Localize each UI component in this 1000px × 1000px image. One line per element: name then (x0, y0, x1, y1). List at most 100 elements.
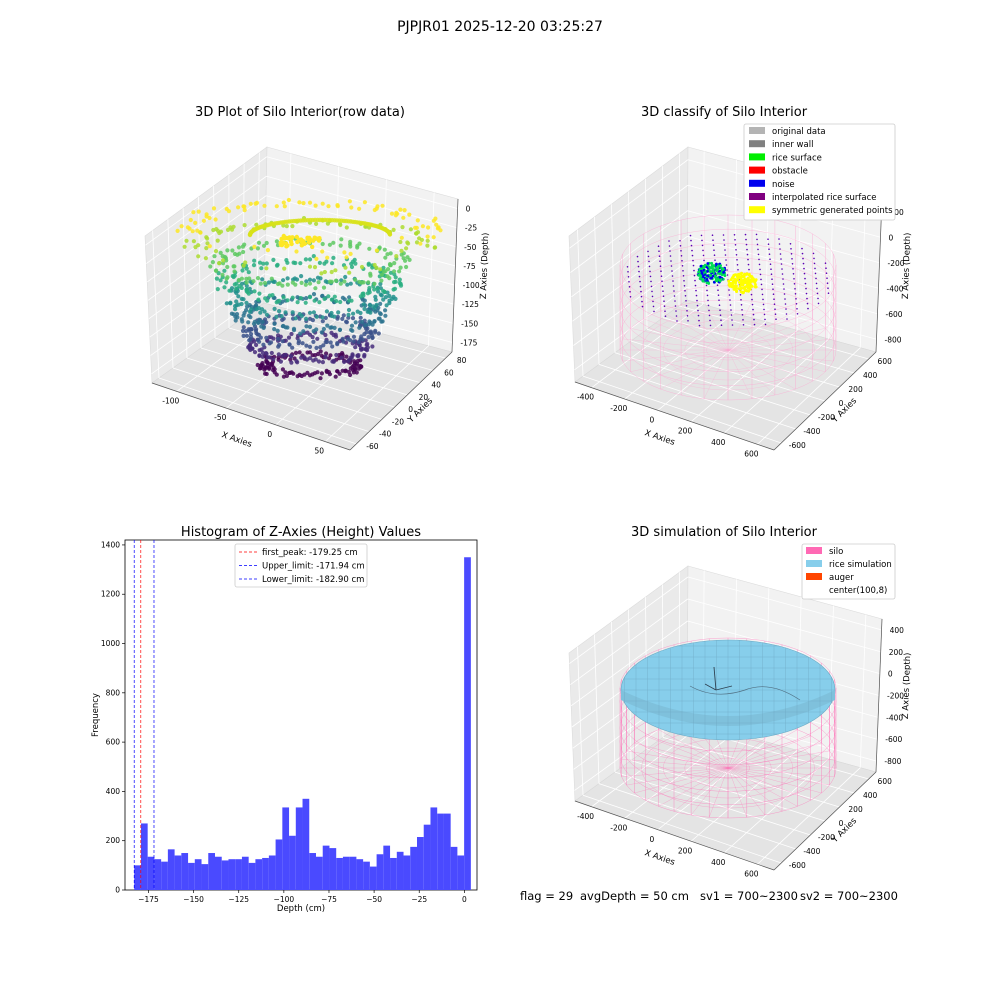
interpolated-point (641, 305, 644, 308)
raw-point (213, 217, 218, 222)
symmetric-point (747, 283, 750, 287)
interpolated-point (794, 293, 797, 295)
symmetric-point (754, 278, 758, 282)
rice-surface-point (701, 275, 705, 279)
interpolated-point (814, 267, 816, 270)
raw-point (299, 274, 304, 279)
classify-y-grid-left (678, 153, 680, 306)
raw-point (205, 241, 210, 246)
raw-point (383, 308, 388, 313)
histogram-x-ticks: −175 −150 −125 −100 −75 −50 −25 0 (138, 890, 467, 904)
classify-silo-floor-spoke (630, 349, 729, 372)
raw-point (280, 299, 285, 304)
raw-point (252, 244, 257, 249)
interpolated-point (714, 259, 716, 262)
interpolated-point (767, 238, 769, 240)
raw-point (207, 244, 212, 249)
interpolated-point (662, 290, 664, 293)
classify-silo-floor-spoke (630, 328, 729, 351)
raw-y-grid-left (197, 197, 202, 349)
raw-x-grid (176, 308, 288, 392)
classify-silo-floor-spoke (727, 301, 753, 351)
simulation-x-tick-label: 0 (650, 835, 655, 844)
symmetric-point (733, 273, 737, 276)
interpolated-point (711, 234, 714, 236)
raw-point (314, 345, 319, 350)
symmetric-point (744, 288, 748, 292)
raw-point (353, 320, 358, 325)
raw-point (297, 350, 302, 355)
interpolated-point (774, 313, 777, 316)
interpolated-point (718, 304, 721, 307)
raw-point (342, 250, 347, 255)
histogram-bar (215, 856, 222, 890)
raw-point (246, 291, 251, 296)
simulation-z-tick-label: 200 (889, 648, 904, 657)
histogram-bar (316, 856, 323, 890)
raw-z-grid-left (146, 175, 267, 264)
raw-point (260, 361, 265, 366)
raw-point (363, 326, 369, 331)
rice-surface-point (709, 274, 712, 278)
classify-y-tick-label: -400 (803, 427, 820, 436)
raw-point (344, 354, 349, 359)
raw-point (339, 355, 344, 360)
raw-point (294, 277, 300, 282)
classify-z-grid-left (572, 235, 688, 322)
raw-point (187, 226, 192, 231)
interpolated-point (689, 234, 692, 237)
simulation-y-tick-label: 0 (839, 819, 844, 828)
raw-point (317, 260, 322, 265)
raw-point (321, 326, 326, 332)
simulation-silo-floor-spoke (690, 767, 729, 816)
classify-z-grid (687, 235, 879, 289)
raw-point (365, 341, 370, 347)
interpolated-point (636, 255, 639, 258)
histogram-bar (329, 848, 337, 890)
interpolated-point (647, 250, 649, 253)
raw-point (344, 225, 349, 230)
classify-x-tick-label: -200 (610, 404, 627, 413)
interpolated-point (771, 283, 774, 286)
raw-point (261, 342, 266, 347)
raw-point (255, 276, 261, 281)
raw-point (376, 316, 381, 321)
interpolated-point (782, 278, 784, 280)
raw-point (320, 315, 325, 320)
interpolated-point (813, 257, 815, 260)
interpolated-point (686, 310, 688, 312)
raw-point (357, 279, 362, 284)
interpolated-point (813, 262, 816, 265)
raw-point (362, 306, 367, 312)
raw-point (234, 312, 240, 317)
classify-legend-swatch (749, 179, 765, 187)
interpolated-point (742, 324, 745, 326)
raw-point (294, 359, 299, 364)
interpolated-point (779, 248, 781, 250)
raw-point (311, 310, 316, 315)
raw-point (256, 320, 261, 325)
raw-z-tick-label: -25 (465, 224, 477, 233)
raw-point (256, 297, 261, 302)
raw-point (418, 241, 423, 246)
raw-point (319, 271, 324, 276)
simulation-silo-floor-spoke (727, 767, 811, 801)
raw-point (252, 258, 257, 263)
classify-silo-floor-spoke (643, 349, 729, 382)
interpolated-point (789, 243, 792, 245)
interpolated-point (805, 287, 807, 290)
symmetric-point (739, 282, 743, 286)
histogram-bar (289, 835, 296, 890)
simulation-y-tick-label: 200 (848, 805, 863, 814)
raw-point (307, 281, 313, 286)
raw-point (233, 318, 238, 323)
rice-surface-point (707, 282, 711, 285)
raw-point (343, 265, 348, 270)
auger-line (715, 685, 733, 691)
raw-point (264, 312, 270, 317)
histogram-bar (443, 813, 451, 890)
interpolated-point (729, 304, 732, 306)
raw-point (326, 294, 331, 299)
classify-legend-swatch (749, 166, 765, 174)
raw-point (298, 296, 303, 301)
